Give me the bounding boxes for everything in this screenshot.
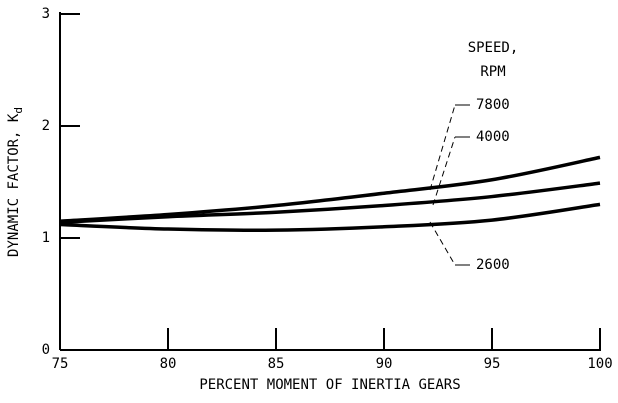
y-axis-label: DYNAMIC FACTOR, Kd (6, 107, 25, 257)
x-tick-label: 100 (587, 356, 612, 372)
x-tick-label: 75 (52, 356, 69, 372)
y-tick-label: 0 (42, 342, 50, 358)
series-label: 7800 (476, 97, 510, 113)
x-tick-label: 80 (160, 356, 177, 372)
y-tick-label: 3 (42, 6, 50, 22)
data-line (59, 155, 601, 223)
x-axis-label: PERCENT MOMENT OF INERTIA GEARS (199, 377, 460, 393)
leader-line (429, 221, 456, 266)
legend-title: RPM (480, 64, 505, 80)
x-tick-label: 85 (268, 356, 285, 372)
y-axis-label-main: DYNAMIC FACTOR, K (6, 113, 22, 257)
x-tick-label: 90 (376, 356, 393, 372)
legend-title: SPEED, (468, 40, 519, 56)
leader-line (429, 104, 456, 191)
y-axis-label-subscript: d (12, 107, 25, 114)
y-tick-label: 2 (42, 118, 50, 134)
leader-line (432, 136, 456, 206)
series-label: 2600 (476, 257, 510, 273)
y-tick-label: 1 (42, 230, 50, 246)
series-label: 4000 (476, 129, 510, 145)
x-tick-label: 95 (484, 356, 501, 372)
data-line (59, 181, 601, 225)
data-line (59, 202, 601, 233)
